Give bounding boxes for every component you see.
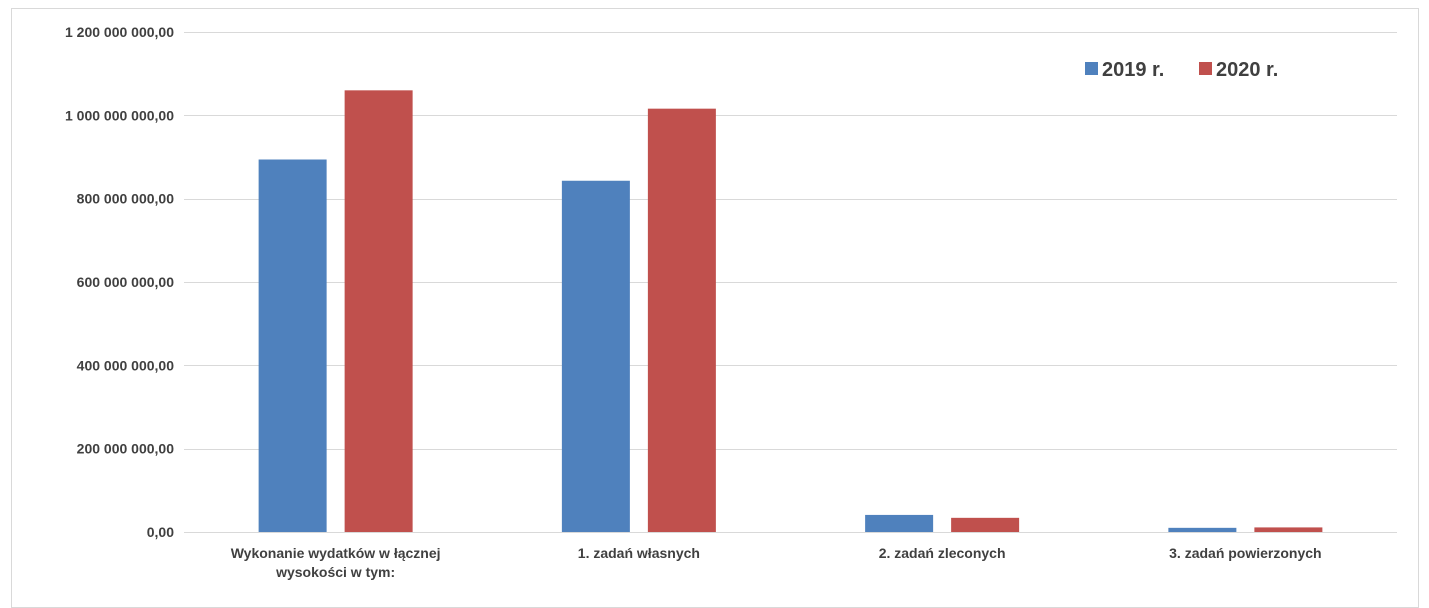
- legend-label: 2020 r.: [1216, 59, 1278, 81]
- legend: 2019 r. 2020 r.: [1085, 59, 1278, 81]
- bar-2019r-2: [865, 514, 934, 532]
- y-tick-label: 600 000 000,00: [77, 274, 175, 290]
- x-category-label: wysokości w tym:: [275, 564, 395, 580]
- x-category-label: 3. zadań powierzonych: [1169, 545, 1321, 561]
- y-tick-label: 0,00: [147, 524, 174, 540]
- bar-2020r-2: [951, 517, 1020, 532]
- bar-2019r-3: [1168, 527, 1237, 532]
- bar-2020r-3: [1254, 527, 1323, 532]
- bar-2019r-1: [561, 180, 630, 532]
- bar-2019r-0: [258, 159, 327, 532]
- x-category-label: 1. zadań własnych: [578, 545, 700, 561]
- legend-swatch: [1199, 62, 1212, 75]
- y-tick-label: 200 000 000,00: [77, 441, 175, 457]
- legend-label: 2019 r.: [1102, 59, 1164, 81]
- bar-2020r-0: [344, 90, 413, 532]
- y-tick-label: 400 000 000,00: [77, 357, 175, 373]
- y-tick-label: 1 200 000 000,00: [65, 24, 174, 40]
- bars: [258, 90, 1323, 533]
- y-axis-tick-labels: 0,00 200 000 000,00 400 000 000,00 600 000 …: [65, 24, 174, 540]
- x-category-label: Wykonanie wydatków w łącznej: [231, 545, 441, 561]
- bar-chart: 0,00 200 000 000,00 400 000 000,00 600 000 …: [65, 24, 1397, 580]
- y-tick-label: 1 000 000 000,00: [65, 107, 174, 123]
- bar-2020r-1: [647, 108, 716, 533]
- y-tick-label: 800 000 000,00: [77, 191, 175, 207]
- x-axis-category-labels: Wykonanie wydatków w łącznej wysokości w …: [231, 545, 1322, 580]
- legend-swatch: [1085, 62, 1098, 75]
- x-category-label: 2. zadań zleconych: [879, 545, 1006, 561]
